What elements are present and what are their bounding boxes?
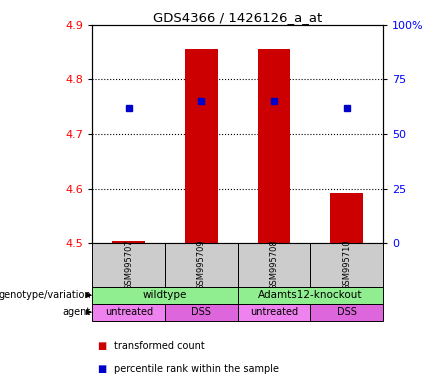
Bar: [257, 49, 290, 243]
Text: untreated: untreated: [250, 307, 298, 317]
Bar: [165, 243, 238, 287]
Bar: [238, 304, 310, 321]
Text: wildtype: wildtype: [143, 290, 187, 300]
Bar: [92, 287, 238, 304]
Bar: [238, 287, 383, 304]
Text: untreated: untreated: [105, 307, 153, 317]
Text: GSM995707: GSM995707: [124, 240, 133, 290]
Bar: [165, 304, 238, 321]
Text: Adamts12-knockout: Adamts12-knockout: [258, 290, 363, 300]
Bar: [185, 49, 218, 243]
Bar: [238, 243, 310, 287]
Bar: [330, 193, 363, 243]
Bar: [92, 243, 165, 287]
Bar: [310, 243, 383, 287]
Text: transformed count: transformed count: [114, 341, 205, 351]
Text: percentile rank within the sample: percentile rank within the sample: [114, 364, 279, 374]
Text: ■: ■: [97, 341, 106, 351]
Text: GSM995708: GSM995708: [269, 240, 279, 290]
Text: genotype/variation: genotype/variation: [0, 290, 91, 300]
Text: agent: agent: [62, 307, 91, 317]
Text: GSM995710: GSM995710: [342, 240, 351, 290]
Text: ■: ■: [97, 364, 106, 374]
Bar: [92, 304, 165, 321]
Text: DSS: DSS: [337, 307, 356, 317]
Text: GSM995709: GSM995709: [197, 240, 206, 290]
Bar: [310, 304, 383, 321]
Title: GDS4366 / 1426126_a_at: GDS4366 / 1426126_a_at: [153, 11, 322, 24]
Text: DSS: DSS: [191, 307, 211, 317]
Bar: [112, 241, 145, 243]
